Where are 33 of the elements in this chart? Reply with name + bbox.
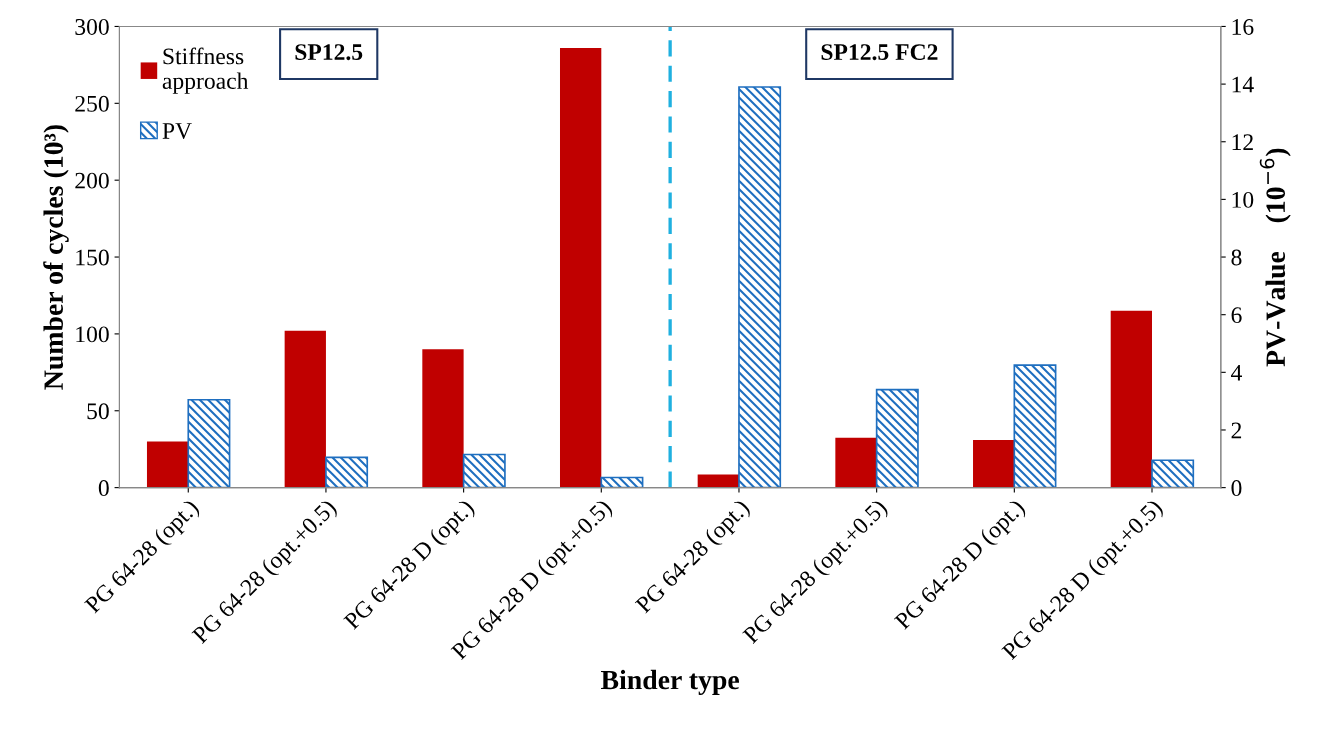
y-tick-label: 50 <box>87 403 109 420</box>
y-tick-label: 250 <box>75 95 109 112</box>
bar <box>462 453 506 488</box>
y-tick-label: 0 <box>98 480 109 497</box>
y-tick-label: 300 <box>75 18 109 35</box>
y-tick-label: 150 <box>76 249 109 266</box>
y2-tick-label: 12 <box>1232 134 1253 150</box>
legend-label: Stiffness approach <box>162 47 249 94</box>
y2-tick-label: 2 <box>1231 422 1242 439</box>
bar <box>1151 459 1195 488</box>
bar <box>1110 310 1152 488</box>
bar <box>600 476 644 488</box>
bar <box>422 349 464 488</box>
annotation: SP12.5 FC2 <box>821 44 938 61</box>
y-tick-label: 100 <box>76 326 109 343</box>
y2-axis-title: PV-Value (10$^{−6}$) <box>1259 148 1291 367</box>
bar <box>1013 364 1057 488</box>
y2-tick-label: 10 <box>1232 191 1254 208</box>
y2-tick-label: 16 <box>1232 19 1254 35</box>
y2-tick-label: 6 <box>1231 307 1242 324</box>
bar <box>738 86 782 488</box>
legend-label: PV <box>162 123 192 140</box>
annotation: SP12.5 <box>295 44 363 61</box>
bar <box>325 456 369 488</box>
bar <box>284 330 326 488</box>
y2-tick-label: 14 <box>1232 76 1254 93</box>
y-tick-label: 200 <box>75 172 109 189</box>
x-axis-title: Binder type <box>601 669 739 696</box>
y2-tick-label: 8 <box>1231 249 1242 266</box>
y2-tick-label: 0 <box>1231 480 1242 497</box>
y-axis-title: Number of cycles (10³) <box>43 125 69 390</box>
bar <box>559 47 602 488</box>
y2-tick-label: 4 <box>1231 364 1242 381</box>
